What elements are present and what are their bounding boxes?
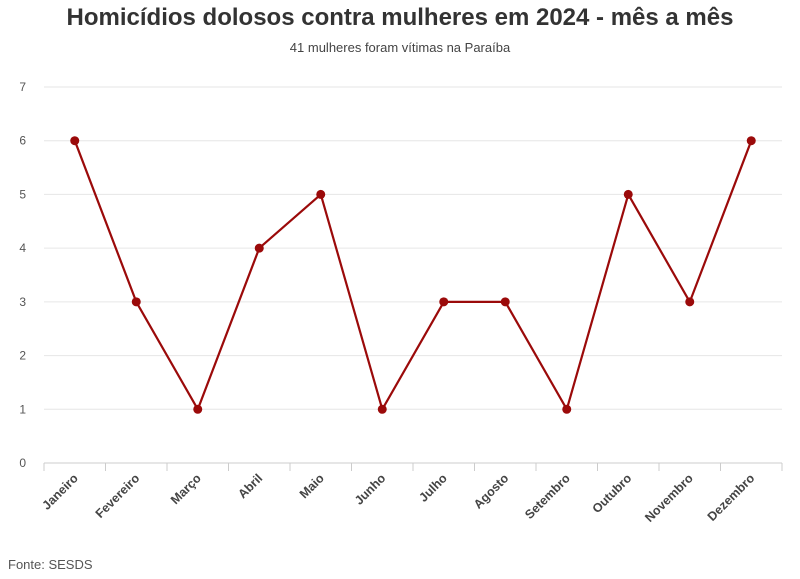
x-tick-label: Fevereiro <box>93 471 143 521</box>
data-point <box>623 189 633 199</box>
x-tick-label: Setembro <box>522 471 573 522</box>
data-point <box>131 297 141 307</box>
x-tick-label: Maio <box>297 471 327 501</box>
series-line <box>73 140 753 411</box>
data-point <box>193 404 203 414</box>
x-tick-label: Janeiro <box>40 471 82 513</box>
y-tick-label: 6 <box>19 134 26 148</box>
chart-source: Fonte: SESDS <box>8 557 93 572</box>
chart-subtitle: 41 mulheres foram vítimas na Paraíba <box>289 40 511 55</box>
chart-title: Homicídios dolosos contra mulheres em 20… <box>66 4 734 31</box>
x-tick-label: Abril <box>235 471 265 501</box>
data-point <box>254 243 264 253</box>
x-tick-label: Novembro <box>642 471 696 525</box>
x-tick-label: Agosto <box>471 471 512 512</box>
x-axis-tick-labels: Janeiro Fevereiro Março Abril Maio Junho Julho… <box>40 471 758 525</box>
data-point <box>377 404 387 414</box>
data-point <box>500 297 510 307</box>
x-tick-label: Julho <box>416 471 450 505</box>
series-points <box>70 136 756 414</box>
x-tick-label: Junho <box>352 471 389 508</box>
y-tick-label: 1 <box>19 402 26 416</box>
data-point <box>70 136 80 146</box>
x-tick-label: Março <box>168 471 204 507</box>
series-line-path <box>73 140 753 411</box>
x-tick-label: Outubro <box>590 471 635 516</box>
y-tick-label: 3 <box>19 295 26 309</box>
x-tick-label: Dezembro <box>705 471 758 524</box>
y-tick-label: 5 <box>19 187 26 201</box>
grid-lines <box>44 86 782 410</box>
data-point <box>562 404 572 414</box>
data-point <box>746 136 756 146</box>
data-point <box>439 297 449 307</box>
y-tick-label: 4 <box>19 241 26 255</box>
y-axis-tick-labels: 0 1 2 3 4 5 6 7 <box>19 80 26 470</box>
x-axis <box>43 462 783 471</box>
data-point <box>685 297 695 307</box>
y-tick-label: 0 <box>19 456 26 470</box>
y-tick-label: 7 <box>19 80 26 94</box>
data-point <box>316 189 326 199</box>
y-tick-label: 2 <box>19 349 26 363</box>
